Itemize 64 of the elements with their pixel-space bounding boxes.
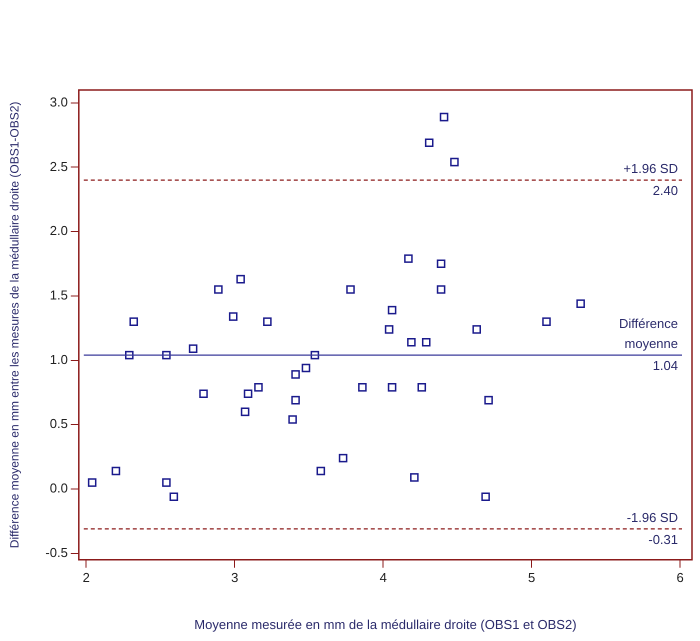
annotation: 2.40 [652, 183, 678, 198]
ref-line-label: -1.96 SD [626, 510, 678, 525]
point [214, 285, 223, 294]
y-tick-label: 2.5 [50, 158, 68, 174]
point [302, 364, 310, 372]
ref-line-label: Différence moyenne [618, 316, 678, 352]
point [236, 274, 245, 284]
x-tick-label: 2 [82, 570, 90, 586]
point [244, 389, 252, 398]
y-tick-label: 3.0 [50, 94, 68, 110]
ref-line-label: +1.96 SD [623, 161, 678, 176]
point [199, 389, 208, 398]
point [228, 312, 238, 321]
point [472, 325, 481, 334]
point [316, 466, 326, 476]
point [124, 350, 134, 360]
point [542, 317, 551, 326]
point [440, 112, 448, 122]
point [346, 285, 355, 294]
point [358, 383, 367, 392]
point [422, 338, 431, 347]
point [436, 259, 446, 268]
point [450, 158, 459, 166]
point [481, 492, 490, 502]
point [388, 306, 396, 314]
point [254, 383, 263, 392]
point [291, 370, 300, 379]
y-tick-label: 0.0 [50, 480, 68, 496]
y-tick-label: 2.0 [50, 223, 68, 238]
x-tick-label: 5 [528, 570, 536, 586]
y-tick-label: 0.5 [50, 416, 68, 432]
point [162, 478, 171, 487]
point [436, 285, 446, 294]
point [170, 492, 178, 502]
y-tick-label: -0.5 [45, 544, 68, 560]
annotation: -0.31 [648, 532, 678, 547]
x-tick-label: 4 [380, 570, 387, 586]
point [384, 325, 394, 334]
point [410, 473, 419, 482]
x-tick-label: 3 [231, 570, 238, 586]
point [576, 299, 585, 308]
point [404, 254, 413, 263]
point [291, 396, 300, 404]
point [338, 454, 348, 462]
point [484, 396, 493, 404]
x-axis-title: Moyenne mesurée en mm de la médullaire droite (OBS1 et OBS2) [194, 616, 577, 632]
point [162, 350, 171, 360]
point [129, 317, 138, 326]
point [417, 383, 426, 392]
point [112, 466, 120, 476]
point [388, 383, 396, 392]
point [188, 344, 198, 353]
point [310, 350, 320, 360]
annotation: 1.04 [652, 358, 678, 374]
point [263, 317, 272, 326]
y-tick-label: 1.0 [50, 352, 68, 367]
y-tick-label: 1.5 [50, 288, 68, 303]
point [424, 138, 434, 148]
point [288, 415, 297, 424]
x-tick-label: 6 [676, 570, 684, 586]
y-axis-title: Différence moyenne en mm entre les mesures de la médullaire droite (OBS1-OBS2) [8, 102, 22, 548]
point [240, 407, 250, 416]
point [407, 338, 416, 347]
point [88, 478, 96, 487]
